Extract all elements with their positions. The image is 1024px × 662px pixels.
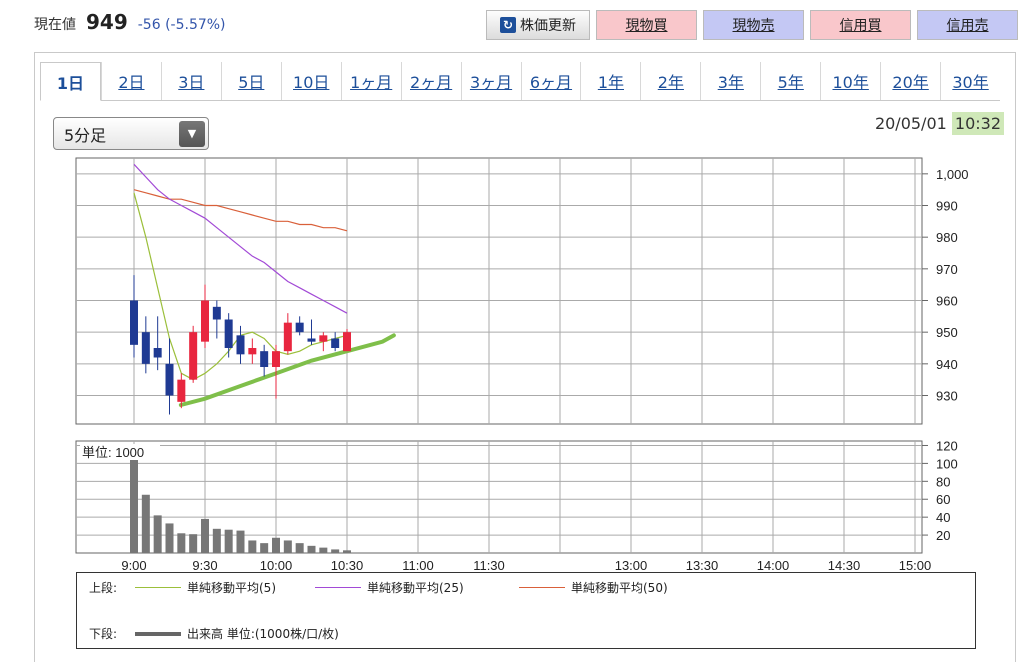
current-price: 949 (86, 10, 128, 34)
interval-select[interactable]: 5分足 ▼ (53, 117, 209, 150)
tab-15[interactable]: 30年 (940, 62, 1000, 100)
chevron-down-icon: ▼ (179, 120, 205, 147)
refresh-price-button[interactable]: ↻ 株価更新 (486, 10, 590, 40)
spot-buy-button[interactable]: 現物買 (596, 10, 697, 40)
timestamp-time: 10:32 (951, 112, 1004, 135)
period-tabs: 1日 2日 3日 5日 10日 1ヶ月 2ヶ月 3ヶ月 6ヶ月 1年 2年 3年 5年 10年 20年 30年 (40, 62, 1000, 101)
refresh-label: 株価更新 (520, 18, 576, 34)
legend-ma25: 単純移動平均(25) (367, 581, 464, 595)
timestamp: 20/05/01 10:32 (874, 112, 1004, 135)
legend-ma50: 単純移動平均(50) (571, 581, 668, 595)
margin-sell-button[interactable]: 信用売 (917, 10, 1018, 40)
tab-5[interactable]: 1ヶ月 (340, 62, 401, 100)
tab-10[interactable]: 2年 (640, 62, 700, 100)
chart-panel (34, 52, 1016, 662)
tab-7[interactable]: 3ヶ月 (460, 62, 521, 100)
legend-lower-label: 下段: (89, 627, 118, 641)
legend-ma5-swatch (135, 587, 181, 588)
timestamp-date: 20/05/01 (874, 114, 947, 133)
tab-14[interactable]: 20年 (880, 62, 940, 100)
tab-0[interactable]: 1日 (40, 62, 101, 101)
tab-6[interactable]: 2ヶ月 (400, 62, 461, 100)
price-label: 現在値 (34, 17, 76, 33)
tab-2[interactable]: 3日 (160, 62, 221, 100)
legend-ma50-swatch (519, 587, 565, 588)
legend-ma5: 単純移動平均(5) (187, 581, 276, 595)
interval-value: 5分足 (64, 125, 107, 145)
tab-3[interactable]: 5日 (220, 62, 281, 100)
price-change: -56 (-5.57%) (137, 17, 226, 33)
legend-ma25-swatch (315, 587, 361, 588)
spot-sell-button[interactable]: 現物売 (703, 10, 804, 40)
tab-9[interactable]: 1年 (580, 62, 640, 100)
legend-volume: 出来高 単位:(1000株/口/枚) (187, 627, 339, 641)
tab-1[interactable]: 2日 (100, 62, 161, 100)
margin-buy-button[interactable]: 信用買 (810, 10, 911, 40)
chart-legend: 上段: 単純移動平均(5) 単純移動平均(25) 単純移動平均(50) 下段: … (76, 572, 976, 649)
tab-12[interactable]: 5年 (760, 62, 820, 100)
legend-upper-label: 上段: (89, 581, 118, 595)
refresh-icon: ↻ (500, 17, 516, 33)
action-buttons: ↻ 株価更新 現物買 現物売 信用買 信用売 (486, 10, 1018, 40)
legend-volume-swatch (135, 631, 181, 636)
price-row: 現在値 949 -56 (-5.57%) (34, 10, 226, 42)
tab-4[interactable]: 10日 (280, 62, 341, 100)
tab-13[interactable]: 10年 (820, 62, 880, 100)
tab-8[interactable]: 6ヶ月 (520, 62, 581, 100)
tab-11[interactable]: 3年 (700, 62, 760, 100)
